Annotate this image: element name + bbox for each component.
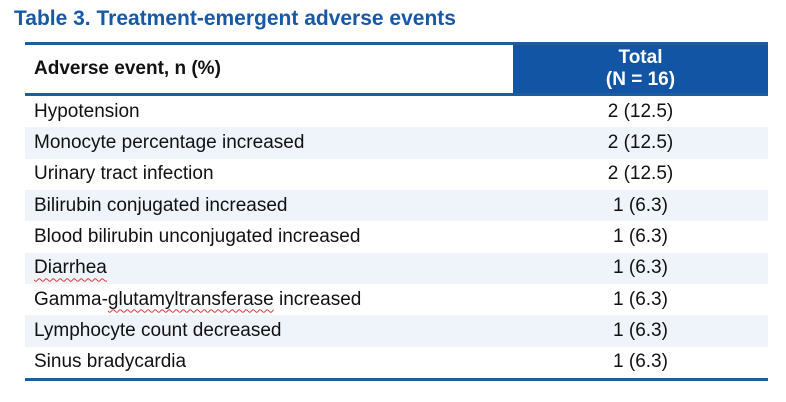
adverse-event-cell: Hypotension	[34, 100, 140, 122]
table-row: Blood bilirubin unconjugated increased 1 …	[25, 221, 768, 253]
table-row: Sinus bradycardia 1 (6.3)	[25, 346, 768, 379]
total-value-cell: 2 (12.5)	[607, 100, 674, 122]
table-row: Lymphocyte count decreased 1 (6.3)	[25, 315, 768, 347]
total-value-cell: 1 (6.3)	[613, 194, 668, 216]
table-row: Gamma-glutamyltransferase increased 1 (6.…	[25, 284, 768, 316]
table-title: Table 3. Treatment-emergent adverse even…	[14, 7, 456, 30]
table-row: Bilirubin conjugated increased 1 (6.3)	[25, 190, 768, 222]
header-total: Total (N = 16)	[513, 45, 768, 93]
table-header-row: Adverse event, n (%) Total (N = 16)	[25, 42, 768, 96]
adverse-event-cell: Diarrhea	[25, 257, 513, 279]
total-value-cell: 2 (12.5)	[607, 163, 674, 185]
adverse-event-cell: Urinary tract infection	[34, 163, 214, 185]
header-total-line2: (N = 16)	[605, 69, 676, 90]
adverse-event-cell: Lymphocyte count decreased	[34, 320, 282, 342]
adverse-events-table: Adverse event, n (%) Total (N = 16) Hypo…	[25, 42, 768, 382]
total-value-cell: 1 (6.3)	[613, 257, 668, 279]
total-value-cell: 1 (6.3)	[613, 351, 668, 373]
total-value-cell: 1 (6.3)	[613, 320, 668, 342]
total-value-cell: 1 (6.3)	[613, 226, 668, 248]
adverse-event-cell: Gamma-glutamyltransferase increased	[34, 288, 362, 310]
total-value-cell: 1 (6.3)	[613, 288, 668, 310]
adverse-event-cell: Sinus bradycardia	[34, 351, 187, 373]
total-value-cell: 2 (12.5)	[607, 132, 674, 154]
header-total-line1: Total	[618, 47, 663, 68]
spellcheck-wavy-underline: glutamyltransferase	[107, 288, 274, 310]
spellcheck-wavy-underline: Diarrhea	[34, 257, 107, 279]
adverse-event-cell: Bilirubin conjugated increased	[34, 194, 288, 216]
table-row: Hypotension 2 (12.5)	[25, 96, 768, 128]
table-row: Diarrhea 1 (6.3)	[25, 252, 768, 285]
table-body: Hypotension 2 (12.5) Monocyte percentage i…	[25, 96, 768, 382]
header-adverse-event: Adverse event, n (%)	[25, 45, 513, 93]
table-row: Urinary tract infection 2 (12.5)	[25, 158, 768, 191]
adverse-event-cell: Monocyte percentage increased	[34, 132, 305, 154]
table-row: Monocyte percentage increased 2 (12.5)	[25, 127, 768, 159]
adverse-event-cell: Blood bilirubin unconjugated increased	[34, 226, 361, 248]
